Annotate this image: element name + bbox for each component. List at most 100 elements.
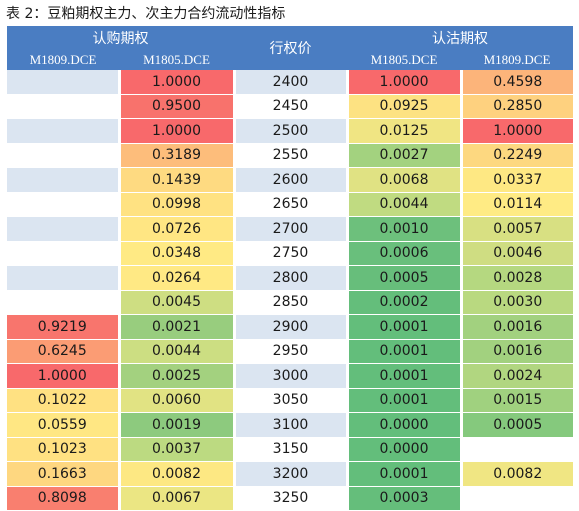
call-m1805-cell: 0.9500 xyxy=(119,94,236,119)
table-row: 0.9500 2450 0.0925 0.2850 xyxy=(7,94,573,119)
put-m1805-cell: 0.0001 xyxy=(347,388,463,413)
put-options-header: 认沽期权 xyxy=(347,26,573,49)
table-row: 0.1663 0.0082 3200 0.0001 0.0082 xyxy=(7,461,573,487)
put-m1805-cell: 0.0001 xyxy=(347,314,463,340)
table-row: 0.6245 0.0044 2950 0.0001 0.0016 xyxy=(7,339,573,364)
put-m1809-cell xyxy=(461,486,573,511)
call-m1805-cell: 0.0082 xyxy=(119,461,236,487)
put-m1805-cell: 0.0001 xyxy=(347,363,463,389)
call-m1809-cell xyxy=(7,216,121,242)
put-m1809-cell: 0.2850 xyxy=(461,94,573,119)
table-row: 1.0000 0.0025 3000 0.0001 0.0024 xyxy=(7,363,573,389)
call-m1805-cell: 0.0045 xyxy=(119,290,236,315)
put-m1805-cell: 0.0001 xyxy=(347,461,463,487)
call-m1809-cell: 0.0559 xyxy=(7,412,121,438)
strike-cell: 2700 xyxy=(234,216,349,242)
call-m1809-cell xyxy=(7,192,121,217)
call-m1805-cell: 0.0019 xyxy=(119,412,236,438)
put-m1805-cell: 1.0000 xyxy=(347,70,463,95)
strike-cell: 2750 xyxy=(234,241,349,266)
call-m1809-cell: 0.8098 xyxy=(7,486,121,511)
put-m1809-cell: 1.0000 xyxy=(461,118,573,144)
put-m1809-cell: 0.0057 xyxy=(461,216,573,242)
put-m1805-cell: 0.0027 xyxy=(347,143,463,168)
strike-cell: 2800 xyxy=(234,265,349,291)
put-m1809-cell: 0.0028 xyxy=(461,265,573,291)
call-m1805-cell: 0.0044 xyxy=(119,339,236,364)
call-m1805-cell: 0.0021 xyxy=(119,314,236,340)
strike-cell: 2950 xyxy=(234,339,349,364)
put-m1809-cell: 0.4598 xyxy=(461,70,573,95)
call-m1809-cell xyxy=(7,167,121,193)
table-row: 1.0000 2400 1.0000 0.4598 xyxy=(7,70,573,95)
strike-cell: 3100 xyxy=(234,412,349,438)
put-m1809-cell: 0.0015 xyxy=(461,388,573,413)
strike-cell: 2900 xyxy=(234,314,349,340)
table-row: 0.8098 0.0067 3250 0.0003 xyxy=(7,486,573,511)
put-m1809-cell: 0.0005 xyxy=(461,412,573,438)
put-m1809-cell: 0.0030 xyxy=(461,290,573,315)
call-m1809-cell: 0.6245 xyxy=(7,339,121,364)
call-m1805-cell: 0.0037 xyxy=(119,437,236,462)
put-m1805-cell: 0.0000 xyxy=(347,437,463,462)
call-m1809-cell xyxy=(7,70,121,95)
call-m1809-cell xyxy=(7,265,121,291)
put-m1805-cell: 0.0925 xyxy=(347,94,463,119)
put-m1809-cell: 0.0114 xyxy=(461,192,573,217)
strike-cell: 2550 xyxy=(234,143,349,168)
put-m1805-cell: 0.0010 xyxy=(347,216,463,242)
table-row: 0.0348 2750 0.0006 0.0046 xyxy=(7,241,573,266)
call-m1805-cell: 0.0264 xyxy=(119,265,236,291)
put-m1809-cell: 0.0337 xyxy=(461,167,573,193)
call-m1805-cell: 1.0000 xyxy=(119,118,236,144)
call-m1805-cell: 0.1439 xyxy=(119,167,236,193)
put-m1805-cell: 0.0068 xyxy=(347,167,463,193)
call-m1805-cell: 0.0726 xyxy=(119,216,236,242)
call-m1805-cell: 0.0060 xyxy=(119,388,236,413)
put-m1809-cell xyxy=(461,437,573,462)
table-row: 0.0045 2850 0.0002 0.0030 xyxy=(7,290,573,315)
put-m1805-cell: 0.0000 xyxy=(347,412,463,438)
call-m1805-cell: 0.0348 xyxy=(119,241,236,266)
table-row: 0.0726 2700 0.0010 0.0057 xyxy=(7,216,573,242)
put-m1809-cell: 0.0016 xyxy=(461,314,573,340)
call-m1805-header: M1805.DCE xyxy=(119,49,234,70)
call-m1805-cell: 0.3189 xyxy=(119,143,236,168)
strike-cell: 2450 xyxy=(234,94,349,119)
strike-cell: 2400 xyxy=(234,70,349,95)
table-row: 0.0264 2800 0.0005 0.0028 xyxy=(7,265,573,291)
table-row: 0.0559 0.0019 3100 0.0000 0.0005 xyxy=(7,412,573,438)
put-m1809-cell: 0.0046 xyxy=(461,241,573,266)
call-m1809-cell xyxy=(7,94,121,119)
table-row: 0.0998 2650 0.0044 0.0114 xyxy=(7,192,573,217)
strike-cell: 3150 xyxy=(234,437,349,462)
put-m1805-cell: 0.0002 xyxy=(347,290,463,315)
table-body: 1.0000 2400 1.0000 0.4598 0.9500 2450 0.0925 0.… xyxy=(7,70,573,511)
table-row: 0.1439 2600 0.0068 0.0337 xyxy=(7,167,573,193)
call-m1809-cell xyxy=(7,241,121,266)
call-m1809-cell xyxy=(7,118,121,144)
put-m1805-cell: 0.0003 xyxy=(347,486,463,511)
strike-cell: 2650 xyxy=(234,192,349,217)
put-m1809-cell: 0.0082 xyxy=(461,461,573,487)
call-m1809-cell: 1.0000 xyxy=(7,363,121,389)
put-m1805-cell: 0.0006 xyxy=(347,241,463,266)
strike-cell: 3250 xyxy=(234,486,349,511)
call-m1809-cell xyxy=(7,143,121,168)
call-m1809-cell: 0.1663 xyxy=(7,461,121,487)
table-title: 表 2：豆粕期权主力、次主力合约流动性指标 xyxy=(6,6,286,22)
strike-cell: 2500 xyxy=(234,118,349,144)
put-m1805-cell: 0.0005 xyxy=(347,265,463,291)
call-m1805-cell: 0.0998 xyxy=(119,192,236,217)
table-row: 0.9219 0.0021 2900 0.0001 0.0016 xyxy=(7,314,573,340)
table-row: 0.1022 0.0060 3050 0.0001 0.0015 xyxy=(7,388,573,413)
put-m1805-cell: 0.0125 xyxy=(347,118,463,144)
call-m1805-cell: 0.0025 xyxy=(119,363,236,389)
strike-cell: 2850 xyxy=(234,290,349,315)
strike-cell: 3000 xyxy=(234,363,349,389)
call-m1809-cell: 0.9219 xyxy=(7,314,121,340)
put-m1809-cell: 0.0024 xyxy=(461,363,573,389)
strike-cell: 3050 xyxy=(234,388,349,413)
call-m1805-cell: 0.0067 xyxy=(119,486,236,511)
